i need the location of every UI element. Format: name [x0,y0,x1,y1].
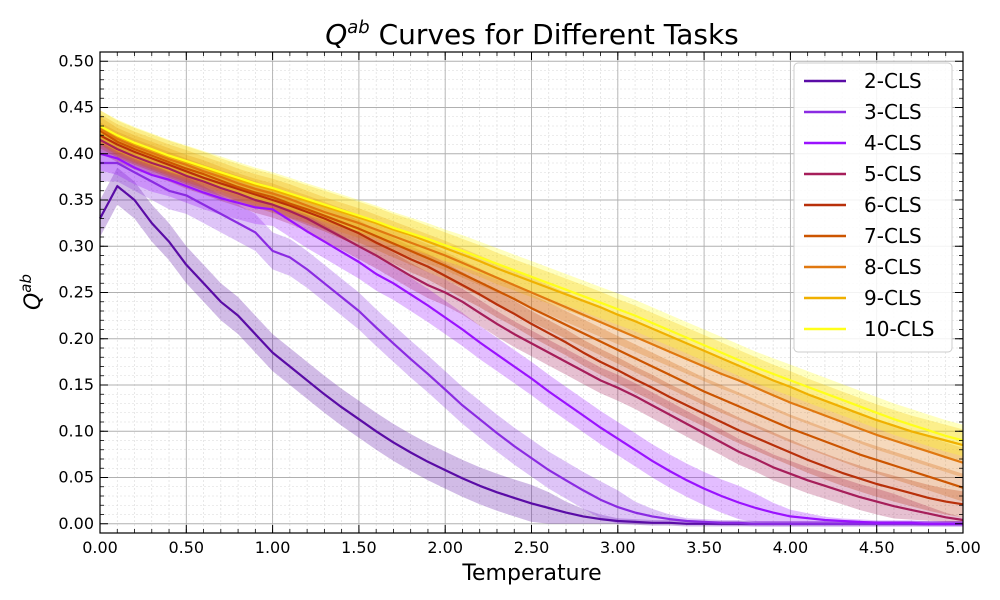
y-tick-label: 0.40 [58,144,94,163]
legend-label-5-CLS: 5-CLS [864,162,922,186]
x-tick-label: 4.00 [773,538,809,557]
x-tick-label: 2.00 [427,538,463,557]
y-tick-label: 0.35 [58,190,94,209]
chart-title-rest: Curves for Different Tasks [370,18,739,51]
legend-box [793,62,953,353]
band-3-CLS [100,144,963,527]
y-tick-label: 0.10 [58,421,94,440]
band-9-CLS [100,110,963,461]
chart-title: Qab Curves for Different Tasks [325,17,739,51]
band-5-CLS [100,126,963,523]
y-tick-label: 0.05 [58,468,94,487]
legend-label-10-CLS: 10-CLS [864,317,934,341]
band-8-CLS [100,114,963,478]
y-axis-label: Qab [17,274,46,310]
tick-layer: 0.00 0.50 1.00 1.50 2.00 2.50 3.00 3.50 4.00 4.50… [58,51,980,557]
x-tick-label: 5.00 [945,538,981,557]
chart-title-main: Q [325,18,347,51]
line-8-CLS [99,127,964,464]
legend: 2-CLS 3-CLS 4-CLS 5-CLS 6-CLS 7-CLS 8-CLS 9-CLS… [793,62,953,353]
y-tick-label: 0.50 [58,51,94,70]
line-3-CLS [100,161,963,525]
x-tick-label: 2.50 [514,538,550,557]
legend-label-4-CLS: 4-CLS [864,131,922,155]
band-2-CLS [100,167,963,527]
line-6-CLS [99,134,964,506]
x-tick-label: 4.50 [859,538,895,557]
y-tick-label: 0.20 [58,329,94,348]
line-9-CLS [99,125,964,447]
legend-label-6-CLS: 6-CLS [864,193,922,217]
legend-label-2-CLS: 2-CLS [864,69,922,93]
y-tick-label: 0.45 [58,98,94,117]
line-layer [99,125,964,525]
x-tick-label: 1.50 [341,538,377,557]
x-tick-label: 0.00 [82,538,118,557]
band-4-CLS [100,137,963,527]
line-7-CLS [99,129,964,489]
x-tick-label: 3.50 [686,538,722,557]
line-10-CLS [99,125,964,442]
chart-title-sup: ab [347,17,369,38]
y-tick-label: 0.30 [58,236,94,255]
legend-label-8-CLS: 8-CLS [864,255,922,279]
y-tick-label: 0.25 [58,283,94,302]
line-5-CLS [99,138,964,522]
legend-label-9-CLS: 9-CLS [864,286,922,310]
y-tick-label: 0.00 [58,514,94,533]
line-4-CLS [99,152,963,525]
x-tick-label: 1.00 [255,538,291,557]
legend-label-7-CLS: 7-CLS [864,224,922,248]
x-axis-label: Temperature [461,561,601,586]
legend-label-3-CLS: 3-CLS [864,100,922,124]
x-tick-label: 3.00 [600,538,636,557]
y-axis-label-main: Q [21,293,46,310]
y-axis-label-sup: ab [17,274,35,293]
y-tick-label: 0.15 [58,375,94,394]
band-6-CLS [100,122,963,518]
x-tick-label: 0.50 [168,538,204,557]
